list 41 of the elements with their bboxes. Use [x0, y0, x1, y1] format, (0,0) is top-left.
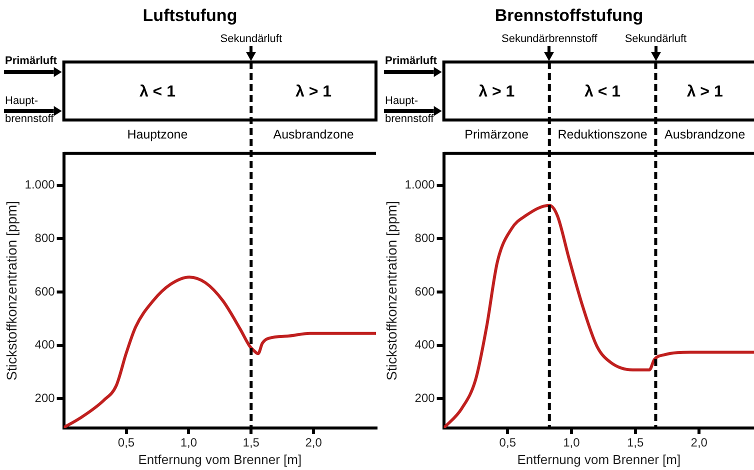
y-tick-label: 1.000 [404, 178, 436, 192]
text: Primärluft [5, 55, 58, 67]
text: Ausbrandzone [664, 127, 746, 142]
text: Ausbrandzone [273, 127, 354, 142]
x-tick-label: 0,5 [499, 436, 516, 450]
y-tick-label: 400 [34, 338, 56, 352]
text: Haupt-brennstoff [385, 95, 435, 125]
text: Primärzone [464, 127, 529, 142]
x-tick-label: 0,5 [118, 436, 135, 450]
y-axis-title: Stickstoffkonzentration [ppm] [3, 200, 20, 380]
text: λ > 1 [478, 83, 515, 100]
text: Hauptzone [127, 127, 188, 142]
x-tick-label: 2,0 [305, 436, 322, 450]
ref-line-label: Sekundärluft [624, 33, 687, 45]
x-axis-title: Entfernung vom Brenner [m] [138, 452, 302, 467]
y-tick-label: 1.000 [24, 178, 56, 192]
text: Primärluft [385, 55, 438, 67]
y-tick-label: 600 [414, 284, 436, 298]
y-tick-label: 200 [414, 390, 436, 405]
y-tick-label: 800 [414, 231, 436, 246]
text: Reduktionszone [558, 127, 648, 142]
y-tick-label: 800 [34, 231, 56, 246]
y-tick-label: 600 [34, 284, 56, 298]
x-tick-label: 2,0 [690, 436, 708, 450]
ref-line-label: Sekundärbrennstoff [501, 33, 598, 45]
text: Haupt-brennstoff [5, 95, 55, 125]
chart-title: Luftstufung [142, 6, 238, 25]
text: λ < 1 [584, 83, 621, 100]
x-tick-label: 1,0 [180, 436, 198, 450]
text: λ > 1 [296, 83, 332, 100]
x-tick-label: 1,5 [242, 436, 260, 450]
x-tick-label: 1,5 [626, 436, 644, 450]
y-tick-label: 400 [414, 338, 436, 352]
y-tick-label: 200 [34, 390, 56, 405]
x-tick-label: 1,0 [563, 436, 580, 450]
ref-line-label: Sekundärluft [220, 33, 282, 45]
y-axis-title: Stickstoffkonzentration [ppm] [383, 200, 400, 380]
x-axis-title: Entfernung vom Brenner [m] [517, 452, 681, 467]
chart-title: Brennstoffstufung [494, 6, 644, 25]
text: λ < 1 [139, 83, 176, 100]
text: λ > 1 [686, 83, 723, 100]
